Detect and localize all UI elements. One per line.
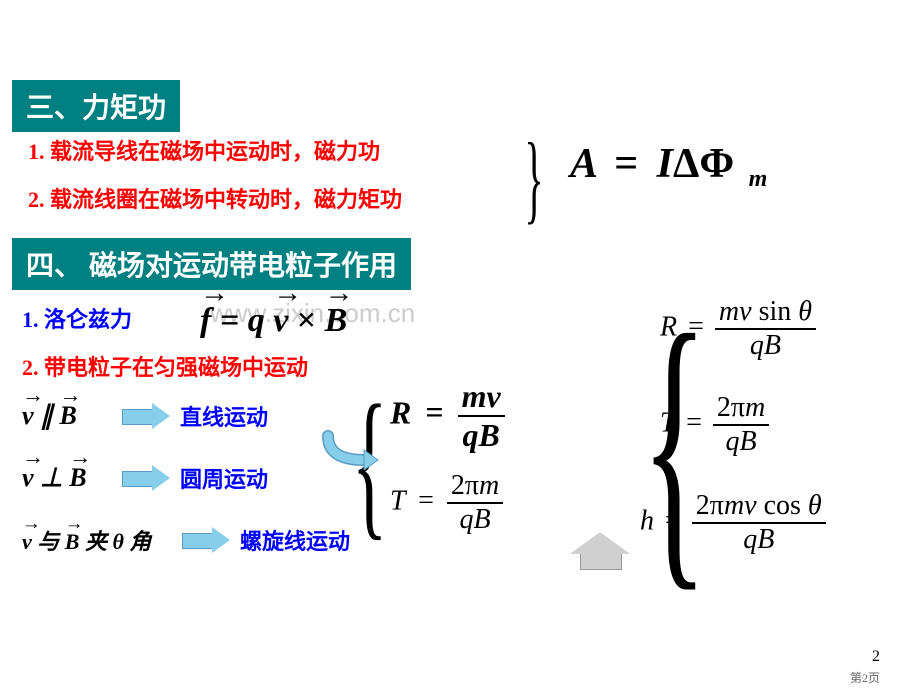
brace-section3: } — [524, 120, 543, 235]
h-den: qB — [692, 524, 826, 556]
T2-sym: T — [660, 407, 675, 438]
h-sym: h — [640, 505, 654, 536]
section3-title: 三、力矩功 — [12, 80, 180, 132]
page-number: 2 — [872, 648, 880, 666]
section3-item2: 2. 载流线圈在磁场中转动时，磁力矩功 — [28, 182, 402, 214]
curve-arrow — [320, 430, 380, 475]
item1-lorentz: 1. 洛仑兹力 — [22, 307, 132, 332]
cases-column: v ∥ B 直线运动 v ⊥ B 圆周运动 v 与 B 夹 θ 角 螺旋线运动 — [22, 400, 350, 556]
vec-B: B — [325, 302, 348, 340]
case1-label: 直线运动 — [180, 400, 268, 432]
case1-row: v ∥ B 直线运动 — [22, 400, 350, 432]
R-den: qB — [458, 417, 505, 454]
item2-text: 2. 载流线圈在磁场中转动时，磁力矩功 — [28, 187, 402, 212]
T2-den: qB — [713, 426, 769, 458]
arrow-case2 — [122, 465, 172, 491]
case3-label: 螺旋线运动 — [240, 524, 350, 556]
section4-item2: 2. 带电粒子在匀强磁场中运动 — [22, 350, 308, 382]
formula-lorentz: f = q v × B — [200, 302, 347, 340]
formula-h: h = 2πmv cos θ qB — [640, 490, 826, 556]
Rsin-sym: R — [660, 311, 677, 342]
sym-eq: = — [614, 141, 638, 187]
vec-f: f — [200, 302, 211, 340]
R-sym: R — [390, 394, 411, 430]
section4-item1: 1. 洛仑兹力 — [22, 302, 132, 334]
sym-A: A — [570, 141, 596, 187]
T-sym: T — [390, 485, 405, 516]
case2-row: v ⊥ B 圆周运动 — [22, 462, 350, 494]
section3: 三、力矩功 — [12, 80, 180, 132]
formula-A: A = IΔΦ m — [570, 140, 767, 193]
up-arrow — [570, 530, 630, 570]
R-num: mv — [458, 378, 505, 417]
item1-text: 1. 载流导线在磁场中运动时，磁力功 — [28, 139, 380, 164]
formula-T-mid: T = 2πm qB — [390, 470, 503, 536]
item2-motion: 2. 带电粒子在匀强磁场中运动 — [22, 355, 308, 380]
formula-Rsin: R = mv sin θ qB — [660, 296, 816, 362]
formula-R: R = mv qB — [390, 378, 505, 454]
arrow-case3 — [182, 527, 232, 553]
T-den: qB — [447, 504, 503, 536]
formula-T-right: T = 2πm qB — [660, 392, 769, 458]
sym-I: I — [657, 141, 673, 187]
case3-row: v 与 B 夹 θ 角 螺旋线运动 — [22, 524, 350, 556]
sym-Phi: Φ — [699, 141, 734, 187]
arrow-case1 — [122, 403, 172, 429]
sym-sub-m: m — [749, 166, 768, 192]
section3-item1: 1. 载流导线在磁场中运动时，磁力功 — [28, 134, 380, 166]
Rsin-den: qB — [715, 330, 816, 362]
vec-v: v — [273, 302, 288, 340]
page-note: 第2页 — [850, 669, 880, 686]
case2-label: 圆周运动 — [180, 462, 268, 494]
sym-delta: Δ — [673, 141, 699, 187]
